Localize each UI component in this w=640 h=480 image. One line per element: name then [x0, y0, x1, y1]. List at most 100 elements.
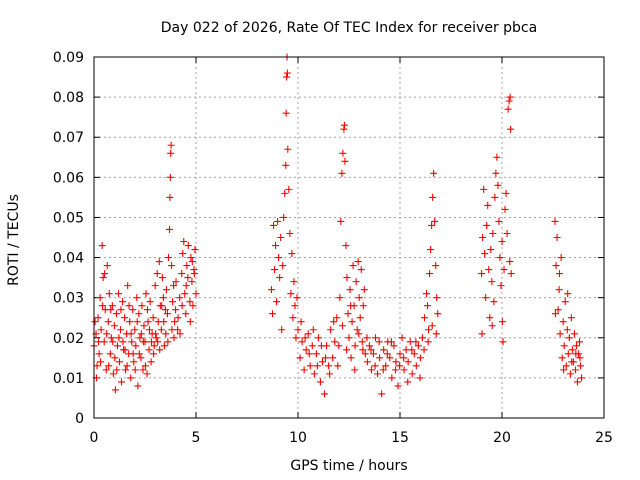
- data-point: [367, 346, 375, 354]
- data-point: [388, 374, 396, 382]
- data-point: [145, 346, 153, 354]
- data-point: [144, 318, 152, 326]
- data-point: [147, 358, 155, 366]
- data-point: [103, 330, 111, 338]
- data-point: [118, 378, 126, 386]
- data-point: [94, 338, 102, 346]
- data-point: [427, 246, 435, 254]
- data-point: [141, 362, 149, 370]
- data-point: [566, 370, 574, 378]
- data-point: [488, 278, 496, 286]
- data-point: [358, 338, 366, 346]
- data-point: [493, 153, 501, 161]
- data-point: [322, 354, 330, 362]
- data-point: [494, 181, 502, 189]
- data-point: [560, 366, 568, 374]
- data-point: [347, 354, 355, 362]
- data-point: [418, 334, 426, 342]
- data-point: [487, 246, 495, 254]
- data-point: [570, 330, 578, 338]
- data-point: [379, 366, 387, 374]
- data-point: [182, 282, 190, 290]
- data-point: [160, 318, 168, 326]
- data-point: [329, 354, 337, 362]
- data-point: [434, 310, 442, 318]
- data-point: [491, 193, 499, 201]
- data-point: [275, 254, 283, 262]
- data-point: [170, 282, 178, 290]
- data-point: [162, 286, 170, 294]
- data-point: [165, 225, 173, 233]
- data-point: [97, 326, 105, 334]
- data-point: [272, 242, 280, 250]
- data-point: [309, 326, 317, 334]
- data-point: [314, 334, 322, 342]
- data-point: [424, 302, 432, 310]
- data-point: [354, 258, 362, 266]
- data-point: [568, 358, 576, 366]
- data-point: [291, 302, 299, 310]
- data-point: [128, 338, 136, 346]
- data-point: [342, 242, 350, 250]
- data-point: [495, 217, 503, 225]
- data-point: [99, 274, 107, 282]
- data-point: [554, 306, 562, 314]
- data-point: [183, 262, 191, 270]
- data-point: [188, 258, 196, 266]
- data-point: [286, 229, 294, 237]
- data-point: [166, 193, 174, 201]
- data-point: [133, 294, 141, 302]
- data-point: [382, 362, 390, 370]
- data-point: [107, 306, 115, 314]
- data-point: [131, 326, 139, 334]
- data-point: [169, 298, 177, 306]
- y-tick-label: 0.06: [53, 170, 84, 186]
- y-axis-label: ROTI / TECUs: [6, 194, 22, 286]
- data-point: [330, 318, 338, 326]
- data-point: [478, 270, 486, 278]
- data-point: [336, 294, 344, 302]
- data-point: [567, 314, 575, 322]
- data-point: [573, 378, 581, 386]
- data-point: [171, 318, 179, 326]
- data-point: [131, 366, 139, 374]
- data-point: [112, 310, 120, 318]
- data-point: [428, 221, 436, 229]
- data-point: [116, 358, 123, 366]
- data-point: [94, 314, 102, 322]
- data-point: [283, 73, 291, 81]
- data-point: [351, 366, 359, 374]
- data-point: [578, 374, 586, 382]
- data-point: [151, 282, 159, 290]
- data-point: [271, 266, 279, 274]
- data-point: [306, 362, 314, 370]
- data-point: [396, 362, 404, 370]
- data-point: [313, 362, 321, 370]
- data-point: [563, 326, 571, 334]
- data-point: [565, 334, 573, 342]
- data-point: [499, 338, 507, 346]
- data-point: [334, 362, 342, 370]
- data-point: [375, 338, 383, 346]
- data-point: [136, 334, 144, 342]
- data-point: [551, 310, 559, 318]
- data-point: [110, 322, 118, 330]
- data-point: [392, 366, 400, 374]
- data-point: [102, 366, 110, 374]
- data-point: [274, 217, 282, 225]
- data-point: [134, 382, 142, 390]
- data-point: [115, 334, 123, 342]
- data-point: [296, 354, 304, 362]
- data-point: [161, 306, 169, 314]
- data-point: [166, 173, 174, 181]
- data-point: [326, 370, 334, 378]
- data-point: [273, 298, 281, 306]
- data-point: [127, 330, 135, 338]
- data-point: [91, 318, 99, 326]
- data-point: [433, 294, 441, 302]
- data-point: [108, 302, 116, 310]
- data-point: [408, 370, 416, 378]
- data-point: [125, 302, 133, 310]
- data-point: [133, 318, 141, 326]
- data-point: [281, 189, 289, 197]
